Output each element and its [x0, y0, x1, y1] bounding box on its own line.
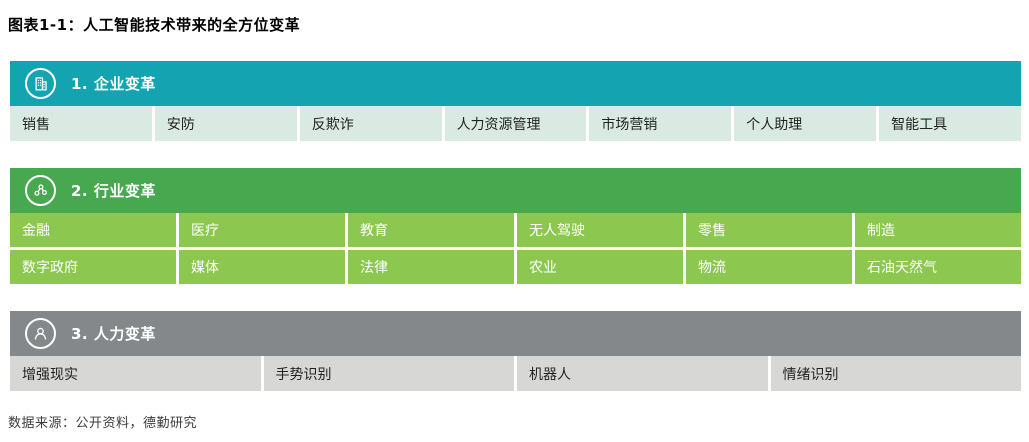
cell-law: 法律	[348, 250, 514, 284]
building-icon	[25, 68, 56, 99]
cell-retail: 零售	[686, 213, 852, 247]
industry-rows: 金融 医疗 教育 无人驾驶 零售 制造 数字政府 媒体 法律 农业 物流 石油天…	[10, 213, 1021, 284]
cell-robot: 机器人	[517, 356, 768, 391]
cell-security: 安防	[154, 106, 297, 141]
section-enterprise-header: 1. 企业变革	[10, 61, 1021, 106]
cell-autonomous-driving: 无人驾驶	[517, 213, 683, 247]
cell-media: 媒体	[179, 250, 345, 284]
section-enterprise-label: 1. 企业变革	[71, 75, 156, 93]
section-industry-label: 2. 行业变革	[71, 182, 156, 200]
figure-title: 图表1-1：人工智能技术带来的全方位变革	[8, 16, 301, 34]
cell-smart-tools: 智能工具	[879, 106, 1021, 141]
cell-logistics: 物流	[686, 250, 852, 284]
human-row: 增强现实 手势识别 机器人 情绪识别	[10, 356, 1021, 391]
cell-manufacturing: 制造	[855, 213, 1021, 247]
section-human-header: 3. 人力变革	[10, 311, 1021, 356]
cell-hr-management: 人力资源管理	[444, 106, 587, 141]
data-source-note: 数据来源：公开资料，德勤研究	[8, 416, 198, 431]
ai-transformation-figure: 1. 企业变革 销售 安防 反欺诈 人力资源管理 市场营销 个人助理 智能工具	[10, 61, 1021, 391]
cell-oil-gas: 石油天然气	[855, 250, 1021, 284]
section-human-transformation: 3. 人力变革 增强现实 手势识别 机器人 情绪识别	[10, 311, 1021, 391]
cell-gesture-recognition: 手势识别	[263, 356, 514, 391]
cell-digital-government: 数字政府	[10, 250, 176, 284]
cell-sales: 销售	[10, 106, 152, 141]
cell-marketing: 市场营销	[589, 106, 732, 141]
cell-finance: 金融	[10, 213, 176, 247]
cell-agriculture: 农业	[517, 250, 683, 284]
section-human-label: 3. 人力变革	[71, 325, 156, 343]
cell-personal-assistant: 个人助理	[734, 106, 877, 141]
network-icon	[25, 175, 56, 206]
enterprise-row: 销售 安防 反欺诈 人力资源管理 市场营销 个人助理 智能工具	[10, 106, 1021, 141]
cell-healthcare: 医疗	[179, 213, 345, 247]
section-industry-header: 2. 行业变革	[10, 168, 1021, 213]
cell-education: 教育	[348, 213, 514, 247]
cell-antifraud: 反欺诈	[299, 106, 442, 141]
person-icon	[25, 318, 56, 349]
section-enterprise-transformation: 1. 企业变革 销售 安防 反欺诈 人力资源管理 市场营销 个人助理 智能工具	[10, 61, 1021, 141]
section-industry-transformation: 2. 行业变革 金融 医疗 教育 无人驾驶 零售 制造 数字政府 媒体 法律 农…	[10, 168, 1021, 284]
cell-emotion-recognition: 情绪识别	[770, 356, 1021, 391]
cell-augmented-reality: 增强现实	[10, 356, 261, 391]
